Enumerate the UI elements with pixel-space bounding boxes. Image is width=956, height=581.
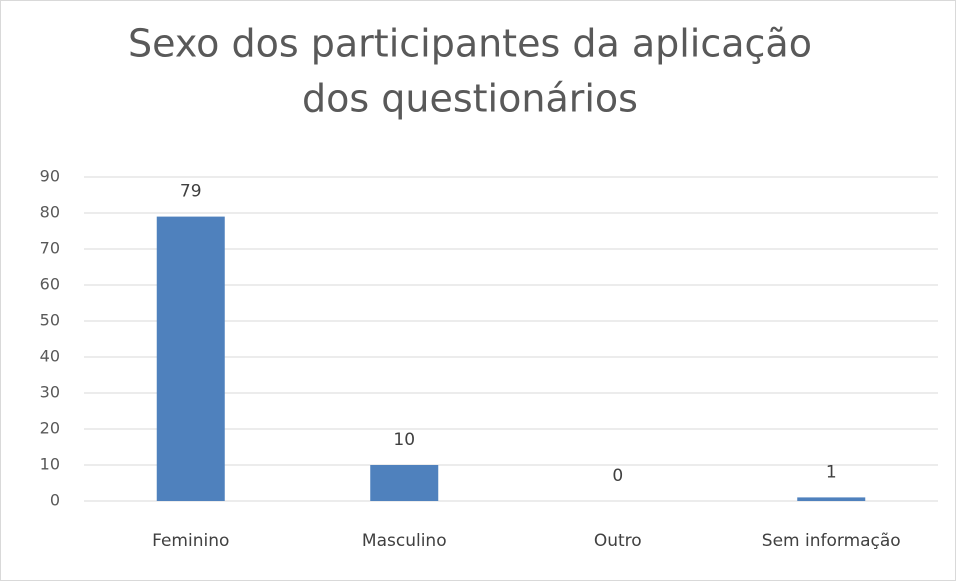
y-tick-label: 20 <box>40 419 60 438</box>
x-tick-label: Outro <box>594 531 642 551</box>
x-tick-label: Masculino <box>362 531 447 551</box>
y-tick-label: 30 <box>40 383 60 402</box>
y-tick-label: 10 <box>40 455 60 474</box>
y-tick-label: 70 <box>40 239 60 258</box>
x-tick-label: Sem informação <box>762 531 901 551</box>
chart-title: Sexo dos participantes da aplicação <box>128 22 812 66</box>
x-tick-label: Feminino <box>152 531 229 551</box>
y-tick-label: 40 <box>40 347 60 366</box>
bar <box>156 216 225 501</box>
y-tick-label: 80 <box>40 203 60 222</box>
y-tick-label: 60 <box>40 275 60 294</box>
chart-title: dos questionários <box>302 77 638 121</box>
y-tick-label: 50 <box>40 311 60 330</box>
y-tick-label: 90 <box>40 167 60 186</box>
data-label: 1 <box>826 462 837 482</box>
y-tick-label: 0 <box>50 491 60 510</box>
data-label: 0 <box>612 466 623 486</box>
bar <box>797 497 866 501</box>
bar <box>370 465 439 501</box>
data-label: 79 <box>180 182 202 202</box>
data-label: 10 <box>393 430 415 450</box>
